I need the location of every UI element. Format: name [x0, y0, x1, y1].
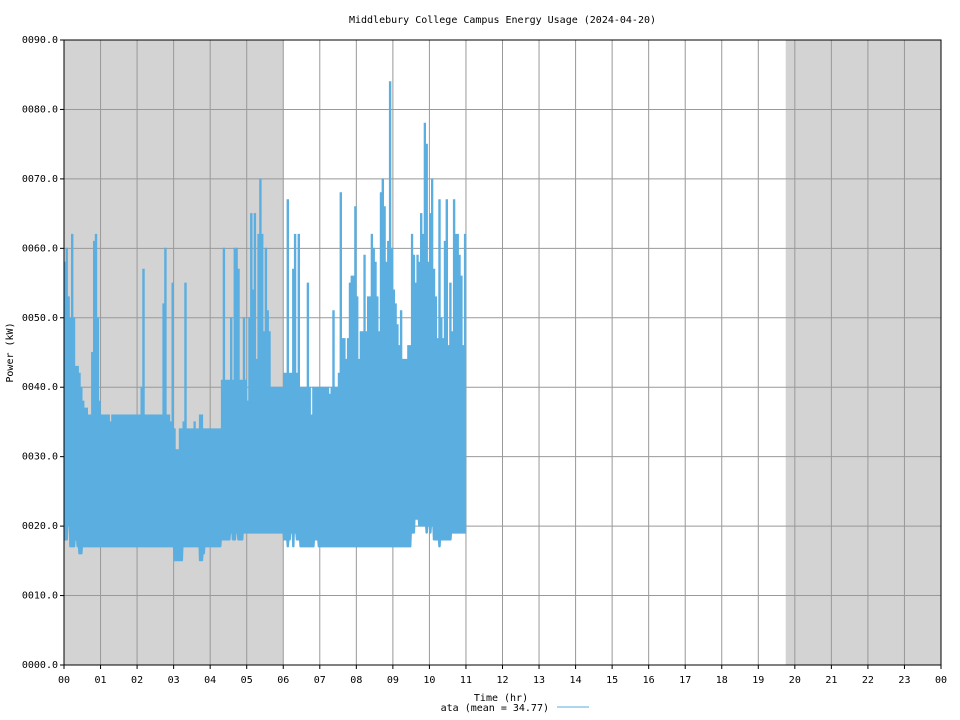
- x-tick-label: 15: [606, 675, 618, 686]
- x-tick-label: 21: [825, 675, 837, 686]
- x-tick-label: 07: [314, 675, 326, 686]
- x-tick-label: 09: [387, 675, 399, 686]
- y-tick-label: 0060.0: [22, 243, 58, 254]
- x-tick-label: 11: [460, 675, 472, 686]
- series-line: [63, 81, 467, 562]
- x-tick-label: 01: [95, 675, 107, 686]
- chart-title: Middlebury College Campus Energy Usage (…: [349, 15, 656, 26]
- tick-layer: 00 01 02 03 04 05 06 07 08 09 10 11 12 13 14 15 16 17 18 19…: [22, 35, 947, 686]
- x-tick-label: 03: [168, 675, 180, 686]
- y-tick-label: 0000.0: [22, 660, 58, 671]
- x-tick-label: 14: [570, 675, 582, 686]
- legend: ata (mean = 34.77): [441, 703, 589, 714]
- x-tick-label: 16: [643, 675, 655, 686]
- x-tick-label: 18: [716, 675, 728, 686]
- x-tick-label: 08: [350, 675, 362, 686]
- x-tick-label: 00: [935, 675, 947, 686]
- y-axis-label: Power (kW): [5, 322, 16, 382]
- x-tick-label: 13: [533, 675, 545, 686]
- x-tick-label: 00: [58, 675, 70, 686]
- y-tick-label: 0070.0: [22, 174, 58, 185]
- x-tick-label: 12: [496, 675, 508, 686]
- x-tick-label: 06: [277, 675, 289, 686]
- x-tick-label: 02: [131, 675, 143, 686]
- y-tick-label: 0050.0: [22, 313, 58, 324]
- legend-series-label: ata (mean = 34.77): [441, 703, 549, 714]
- y-tick-label: 0020.0: [22, 521, 58, 532]
- series-layer: [63, 81, 467, 562]
- x-tick-label: 20: [789, 675, 801, 686]
- y-tick-label: 0080.0: [22, 104, 58, 115]
- x-tick-label: 10: [423, 675, 435, 686]
- x-tick-label: 04: [204, 675, 216, 686]
- y-tick-label: 0090.0: [22, 35, 58, 46]
- y-tick-label: 0030.0: [22, 452, 58, 463]
- y-tick-label: 0040.0: [22, 382, 58, 393]
- x-tick-label: 17: [679, 675, 691, 686]
- night-period-shade: [785, 40, 941, 665]
- x-tick-label: 23: [898, 675, 910, 686]
- x-tick-label: 22: [862, 675, 874, 686]
- x-tick-label: 19: [752, 675, 764, 686]
- x-tick-label: 05: [241, 675, 253, 686]
- x-axis-label: Time (hr): [474, 693, 528, 704]
- y-tick-label: 0010.0: [22, 591, 58, 602]
